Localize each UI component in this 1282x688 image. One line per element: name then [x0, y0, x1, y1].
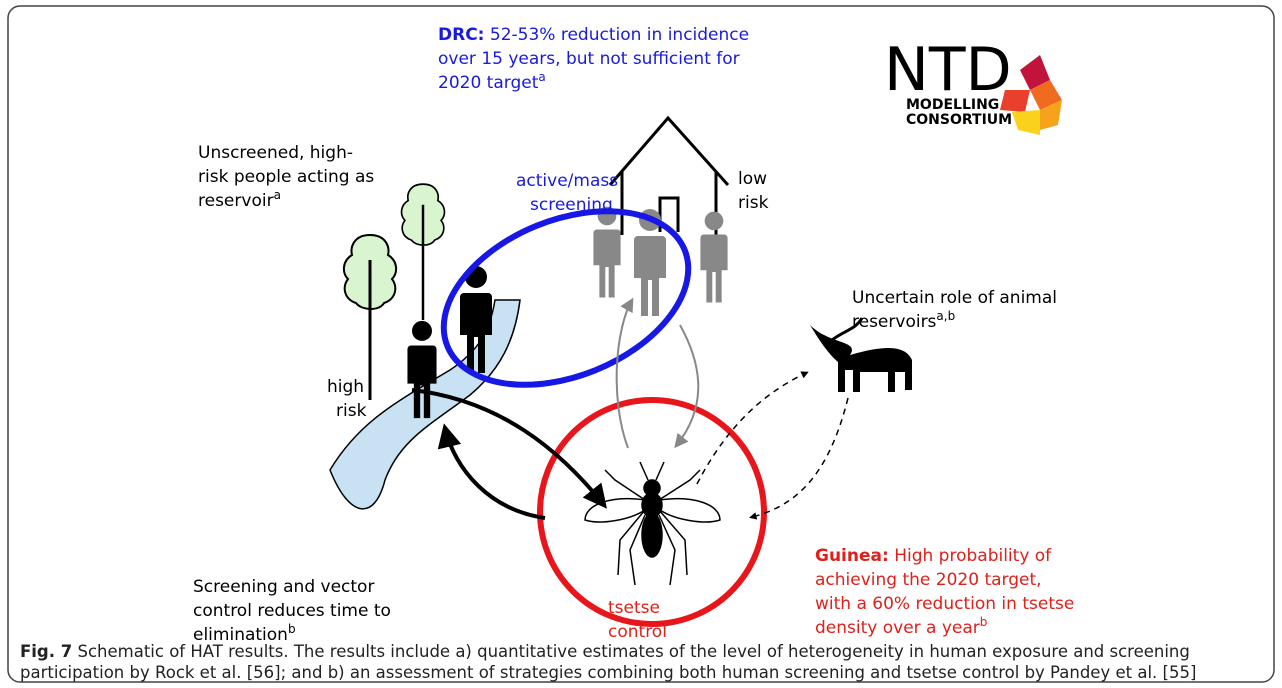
text-line: screening [530, 195, 613, 215]
superscript: a [274, 188, 281, 202]
text-line: achieving the 2020 target, [815, 570, 1042, 590]
text-line: with a 60% reduction in tsetse [815, 594, 1074, 614]
text-line: risk [336, 401, 367, 421]
text-line: reservoirs [852, 312, 937, 332]
logo-line: CONSORTIUM [906, 112, 1012, 128]
superscript: b [288, 622, 296, 636]
person [593, 207, 620, 298]
guinea-label: Guinea: [815, 546, 889, 566]
text-line: Unscreened, high- [198, 143, 353, 163]
text-line: risk [738, 193, 769, 213]
superscript: b [980, 615, 988, 629]
arrow [445, 428, 545, 518]
caption-label: Fig. 7 [20, 642, 72, 661]
drc-label: DRC: [438, 25, 484, 45]
text-line: Screening and vector [193, 577, 374, 597]
text-line: high [327, 377, 364, 397]
logo: NTD MODELLING CONSORTIUM [884, 35, 1062, 135]
caption-line: participation by Rock et al. [56]; and b… [20, 663, 1196, 682]
arrow [676, 325, 698, 446]
tsetse-fly [585, 462, 720, 585]
arrow [752, 398, 848, 517]
logo-line: MODELLING [906, 97, 999, 113]
drc-text: DRC: 52-53% reduction in incidence [438, 25, 749, 45]
text-line: control [608, 622, 667, 642]
caption: Fig. 7 Schematic of HAT results. The res… [20, 642, 1190, 661]
unscreened-text: reservoira [198, 188, 281, 211]
animal-text: reservoirsa,b [852, 309, 955, 332]
caption-line: Schematic of HAT results. The results in… [77, 642, 1189, 661]
figure: NTD MODELLING CONSORTIUM DRC: 52-53% red… [0, 0, 1282, 688]
arrow [617, 300, 632, 448]
text-line: High probability of [894, 546, 1052, 566]
guinea-text: density over a yearb [815, 615, 987, 638]
superscript: a [538, 70, 545, 84]
text-line: 52-53% reduction in incidence [490, 25, 749, 45]
text-line: tsetse [608, 598, 660, 618]
person [700, 212, 727, 303]
text-line: Uncertain role of animal [852, 288, 1057, 308]
tree [402, 184, 445, 320]
logo-title: NTD [884, 35, 1012, 105]
guinea-text: Guinea: High probability of [815, 546, 1052, 566]
text-line: density over a year [815, 618, 980, 638]
text-line: low [738, 169, 767, 189]
superscript: a,b [936, 309, 955, 323]
tree [344, 235, 396, 400]
text-line: risk people acting as [198, 167, 374, 187]
text-line: active/mass [516, 171, 618, 191]
drc-text: 2020 targeta [438, 70, 546, 93]
text-line: 2020 target [438, 73, 539, 93]
text-line: over 15 years, but not sufficient for [438, 49, 740, 69]
text-line: reservoir [198, 191, 274, 211]
text-line: control reduces time to [193, 601, 391, 621]
cow [810, 325, 912, 392]
